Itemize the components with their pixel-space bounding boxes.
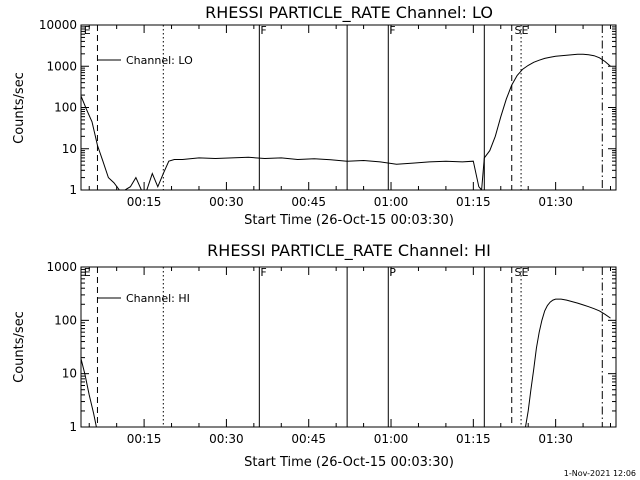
panel-hi-x-tick-label: 00:30 [209,432,244,446]
panel-lo-y-tick-label: 10000 [39,18,77,32]
panel-lo-y-tick-label: 100 [54,101,77,115]
panel-lo-x-tick-label: 01:30 [538,195,573,209]
panel-hi-y-tick-label: 10 [62,367,77,381]
panel-hi-edge-marker: SE [514,266,528,279]
panel-lo-x-tick-label: 01:00 [374,195,409,209]
panel-hi-event-label: P [389,266,396,279]
panel-lo-y-tick-label: 10 [62,142,77,156]
panel-lo-ylabel: Counts/sec [12,72,27,144]
panel-hi-y-tick-label: 1 [69,420,77,434]
panel-lo-event-label: F [389,24,395,37]
panel-hi-title: RHESSI PARTICLE_RATE Channel: HI [207,241,491,261]
panel-hi-x-tick-label: 01:30 [538,432,573,446]
panel-lo-plot-area: 1 10 100 1000 10000 00:15 00:30 00:45 01:00 01:15… [39,18,617,209]
panel-lo-legend-label: Channel: LO [126,54,193,67]
panel-lo-x-tick-label: 01:15 [456,195,491,209]
panel-hi-x-tick-label: 01:00 [374,432,409,446]
panel-hi-y-tick-label: 100 [54,313,77,327]
panel-hi-x-tick-label: 00:15 [127,432,162,446]
panel-lo-series-line [81,53,611,190]
panel-lo-title: RHESSI PARTICLE_RATE Channel: LO [205,3,493,23]
panel-lo-edge-marker: E [84,24,91,37]
panel-lo-xlabel: Start Time (26-Oct-15 00:03:30) [244,213,454,228]
panel-hi-ylabel: Counts/sec [12,311,27,383]
panel-hi-x-tick-label: 01:15 [456,432,491,446]
panel-hi-series-line [81,298,611,427]
panel-lo-x-tick-label: 00:15 [127,195,162,209]
panel-hi-y-tick-label: 1000 [46,260,77,274]
panel-hi-legend-label: Channel: HI [126,292,190,305]
panel-lo-x-tick-label: 00:45 [291,195,326,209]
panel-hi-x-tick-label: 00:45 [291,432,326,446]
panel-lo-y-tick-label: 1 [69,183,77,197]
footer-timestamp: 1-Nov-2021 12:06 [564,469,636,478]
panel-lo-x-tick-label: 00:30 [209,195,244,209]
panel-lo: RHESSI PARTICLE_RATE Channel: LO Start T… [12,3,617,228]
panel-hi: RHESSI PARTICLE_RATE Channel: HI Start T… [12,241,617,470]
panel-lo-y-tick-label: 1000 [46,59,77,73]
panel-hi-edge-marker: E [84,266,91,279]
panel-hi-plot-area: 1 10 100 1000 00:15 00:30 00:45 01:00 01:15 01:30… [46,260,617,446]
panel-lo-event-label: F [260,24,266,37]
panel-lo-edge-marker: SE [514,24,528,37]
panel-hi-xlabel: Start Time (26-Oct-15 00:03:30) [244,455,454,470]
panel-hi-event-label: F [260,266,266,279]
